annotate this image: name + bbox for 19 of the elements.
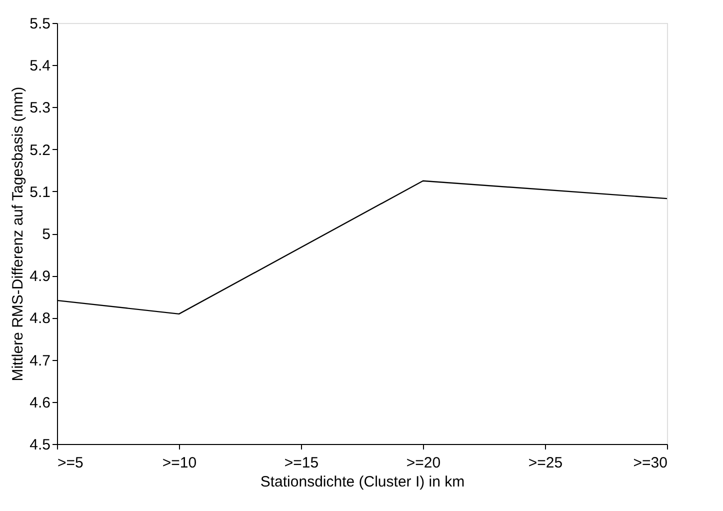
y-tick-label: 4.6 xyxy=(30,394,50,412)
y-tick-label: 4.8 xyxy=(30,310,50,328)
x-tick-label: >=15 xyxy=(284,454,319,472)
y-tick-label: 5.1 xyxy=(30,184,50,201)
y-tick-label: 5.5 xyxy=(30,16,50,32)
y-tick-label: 4.9 xyxy=(30,268,50,286)
x-tick-label: >=20 xyxy=(406,454,441,472)
y-tick-label: 4.5 xyxy=(30,436,50,454)
y-tick-label: 4.7 xyxy=(30,352,50,370)
y-tick-label: 5.4 xyxy=(30,58,50,75)
x-tick-label: >=5 xyxy=(58,454,84,472)
y-tick-label: 5.2 xyxy=(30,142,50,159)
x-tick-label: >=30 xyxy=(633,454,668,472)
x-tick-label: >=10 xyxy=(162,454,197,472)
y-tick-label: 5.3 xyxy=(30,100,50,117)
y-axis-title: Mittlere RMS-Differenz auf Tagesbasis (mm) xyxy=(10,86,27,382)
x-tick-label: >=25 xyxy=(528,454,563,472)
y-tick-label: 5 xyxy=(42,226,50,243)
x-axis-title: Stationsdichte (Cluster I) in km xyxy=(260,474,465,490)
